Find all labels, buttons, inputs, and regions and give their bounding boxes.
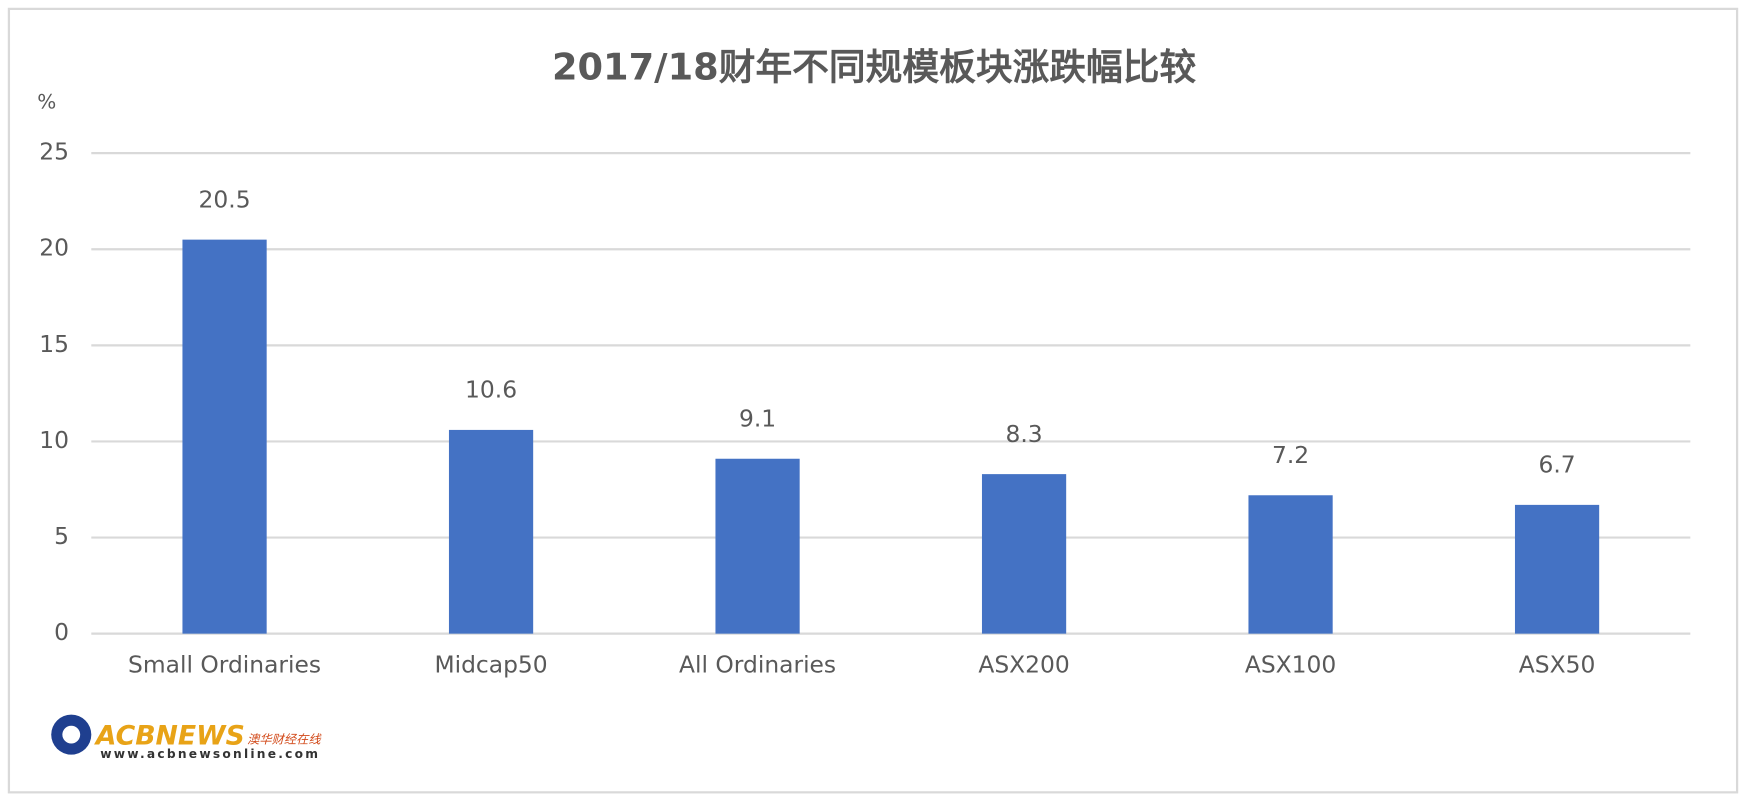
x-tick-label: Midcap50 [434, 650, 547, 678]
data-label: 8.3 [1005, 420, 1042, 448]
bar [981, 474, 1067, 634]
bar [1248, 495, 1333, 634]
x-tick-label: ASX100 [1245, 650, 1336, 678]
y-tick-label: 5 [54, 522, 69, 550]
y-tick-label: 20 [39, 234, 69, 262]
bar [715, 458, 800, 634]
logo-tagline: 澳华财经在线 [247, 733, 322, 747]
y-tick-label: 10 [39, 426, 69, 454]
x-tick-label: ASX50 [1519, 650, 1596, 678]
y-tick-label: 15 [39, 330, 69, 358]
logo-url: www.acbnewsonline.com [100, 747, 320, 761]
data-label: 10.6 [465, 376, 517, 404]
logo: ACBNEWS 澳华财经在线 www.acbnewsonline.com [51, 714, 322, 761]
y-tick-label: 25 [39, 138, 69, 166]
logo-icon [62, 725, 81, 744]
data-label: 7.2 [1272, 441, 1309, 469]
y-axis-label: % [37, 90, 56, 114]
x-tick-label: All Ordinaries [679, 650, 836, 678]
bar [1514, 504, 1600, 634]
x-tick-label: Small Ordinaries [128, 650, 321, 678]
chart-title: 2017/18财年不同规模板块涨跌幅比较 [552, 45, 1197, 88]
x-tick-label: ASX200 [978, 650, 1069, 678]
logo-name: ACBNEWS [94, 720, 245, 751]
data-label: 20.5 [199, 185, 251, 213]
y-tick-label: 0 [54, 618, 69, 646]
data-label: 6.7 [1538, 451, 1575, 479]
bar [448, 429, 534, 634]
bar [182, 239, 267, 634]
chart-frame [7, 7, 1739, 794]
data-label: 9.1 [739, 404, 776, 432]
